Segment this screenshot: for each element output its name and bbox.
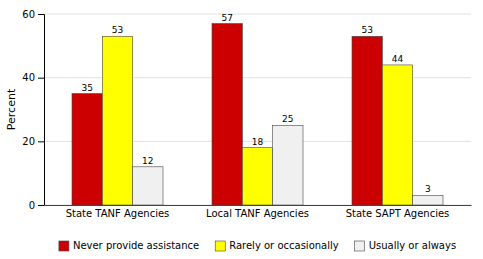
y-tick: 0	[29, 200, 44, 211]
y-tick-label: 0	[29, 200, 35, 211]
y-tick: 20	[22, 136, 44, 147]
legend: Never provide assistance Rarely or occasi…	[59, 240, 456, 251]
chart-container: 0 20 40 60 State TANF Agencies Local TANF Age…	[0, 0, 483, 259]
plot-area: 0 20 40 60 State TANF Agencies Local TANF Age…	[22, 9, 471, 219]
data-label: 18	[252, 137, 264, 147]
bar-series	[133, 125, 443, 205]
legend-item: Rarely or occasionally	[215, 240, 339, 251]
data-label: 12	[142, 156, 153, 166]
y-axis: 0 20 40 60	[22, 9, 44, 211]
bar	[72, 94, 102, 205]
data-label: 44	[392, 54, 404, 64]
bar	[352, 36, 382, 205]
y-tick-label: 40	[22, 72, 35, 83]
data-labels: 35 57 53 53 18 44 12 25 3	[81, 13, 430, 195]
data-label: 57	[221, 13, 232, 23]
grid-line	[44, 14, 471, 15]
bar	[242, 148, 272, 205]
legend-label: Usually or always	[369, 240, 456, 251]
bar	[273, 125, 303, 205]
y-tick: 40	[22, 72, 44, 83]
x-axis-line	[45, 205, 472, 206]
x-tick: Local TANF Agencies	[206, 208, 309, 219]
y-tick-mark	[38, 205, 44, 206]
bar-series	[72, 24, 382, 205]
legend-label: Rarely or occasionally	[229, 240, 339, 251]
x-tick: State SAPT Agencies	[346, 208, 450, 219]
bar-series	[102, 36, 412, 205]
bar	[212, 24, 242, 205]
grid	[44, 14, 471, 205]
data-label: 25	[282, 114, 293, 124]
y-tick-mark	[38, 14, 44, 15]
data-label: 3	[425, 184, 431, 194]
x-tick-label: State TANF Agencies	[66, 208, 170, 219]
y-axis-title: Percent	[5, 88, 18, 130]
chart-svg: 0 20 40 60 State TANF Agencies Local TANF Age…	[0, 0, 483, 259]
bar	[413, 195, 443, 205]
bar	[133, 167, 163, 205]
legend-item: Usually or always	[355, 240, 456, 251]
y-axis-line	[38, 15, 45, 206]
y-tick-label: 60	[22, 9, 35, 20]
x-tick-label: State SAPT Agencies	[346, 208, 450, 219]
legend-swatch	[59, 241, 69, 251]
bar	[382, 65, 412, 205]
legend-label: Never provide assistance	[73, 240, 199, 251]
y-tick-label: 20	[22, 136, 35, 147]
legend-swatch	[355, 241, 365, 251]
data-label: 53	[361, 25, 372, 35]
x-tick: State TANF Agencies	[66, 208, 170, 219]
y-tick-mark	[38, 78, 44, 79]
x-axis: State TANF Agencies Local TANF Agencies St…	[45, 206, 472, 220]
bars	[72, 24, 443, 205]
x-tick-label: Local TANF Agencies	[206, 208, 309, 219]
legend-swatch	[215, 241, 225, 251]
y-tick-mark	[38, 141, 44, 142]
data-label: 53	[112, 25, 123, 35]
legend-item: Never provide assistance	[59, 240, 199, 251]
y-tick: 60	[22, 9, 44, 20]
data-label: 35	[81, 83, 92, 93]
bar	[102, 36, 132, 205]
